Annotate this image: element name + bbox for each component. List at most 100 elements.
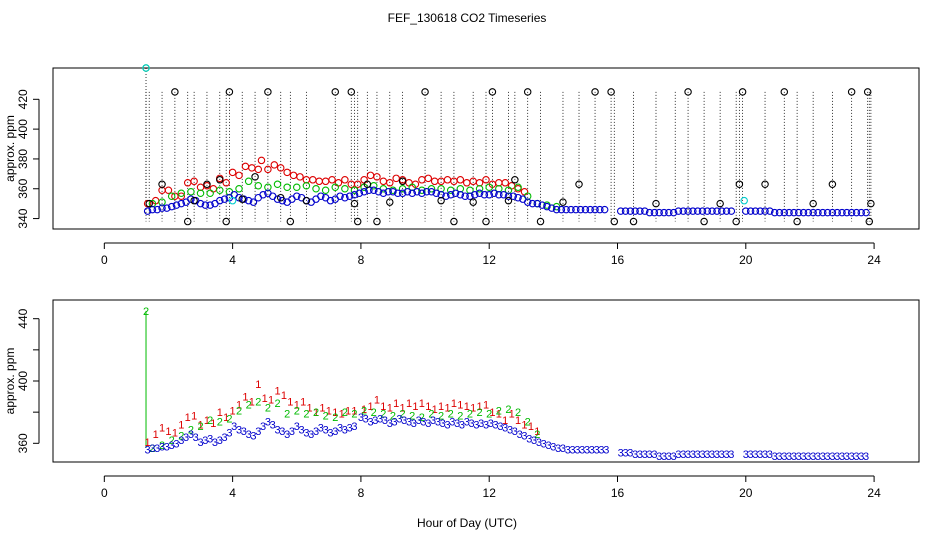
- point-green: [485, 183, 493, 192]
- symbol-3: 3: [270, 420, 276, 432]
- x-tick-label: 20: [739, 253, 753, 267]
- symbol-3: 3: [858, 451, 864, 463]
- point-red: [456, 176, 465, 184]
- symbol-3: 3: [603, 445, 609, 457]
- point-blue: [746, 207, 755, 215]
- symbol-1: 1: [380, 401, 386, 413]
- symbol-3: 3: [772, 451, 778, 463]
- symbol-2: 2: [351, 409, 357, 421]
- point-blue: [576, 205, 585, 214]
- point-blue: [616, 207, 625, 215]
- symbol-3: 3: [193, 432, 199, 444]
- symbol-3: 3: [454, 418, 460, 430]
- point-black: [629, 217, 638, 226]
- symbol-3: 3: [825, 451, 831, 463]
- symbol-1: 1: [268, 395, 274, 407]
- point-blue: [775, 208, 784, 217]
- symbol-3: 3: [714, 449, 720, 461]
- symbol-3: 3: [545, 440, 551, 452]
- point-black: [575, 180, 583, 189]
- point-blue: [528, 199, 537, 208]
- symbol-2: 2: [303, 409, 309, 421]
- symbol-3: 3: [279, 426, 285, 438]
- symbol-2: 2: [505, 404, 511, 416]
- symbol-3: 3: [337, 423, 343, 435]
- point-black: [523, 88, 532, 96]
- symbol-3: 3: [265, 417, 271, 429]
- symbol-3: 3: [363, 413, 369, 425]
- point-black: [610, 217, 619, 226]
- symbol-3: 3: [440, 418, 446, 430]
- symbol-3: 3: [800, 451, 806, 463]
- symbol-1: 1: [145, 437, 151, 449]
- point-blue: [350, 190, 359, 199]
- symbol-1: 1: [502, 415, 508, 427]
- point-black: [591, 88, 599, 96]
- point-green: [283, 183, 291, 192]
- symbol-3: 3: [666, 451, 672, 463]
- symbol-1: 1: [457, 399, 463, 411]
- symbol-1: 1: [515, 415, 521, 427]
- symbol-3: 3: [853, 451, 859, 463]
- point-blue: [249, 198, 258, 206]
- symbol-3: 3: [502, 423, 508, 435]
- point-black: [286, 217, 295, 226]
- y-axis-label: approx. ppm: [3, 115, 17, 182]
- point-blue: [660, 208, 668, 217]
- point-blue: [751, 207, 760, 215]
- point-blue: [317, 192, 325, 200]
- point-blue: [655, 208, 663, 217]
- point-blue: [216, 196, 224, 205]
- point-black: [145, 199, 153, 208]
- point-blue: [514, 193, 522, 202]
- symbol-3: 3: [541, 438, 547, 450]
- point-blue: [862, 208, 870, 217]
- point-blue: [838, 208, 846, 217]
- point-green: [293, 183, 301, 192]
- point-blue: [538, 201, 546, 209]
- symbol-3: 3: [656, 451, 662, 463]
- symbol-3: 3: [377, 413, 383, 425]
- point-green: [167, 192, 176, 200]
- symbol-3: 3: [274, 424, 280, 436]
- point-red: [283, 168, 291, 177]
- symbol-1: 1: [483, 399, 489, 411]
- point-black: [732, 217, 740, 226]
- symbol-3: 3: [594, 445, 600, 457]
- symbol-3: 3: [188, 429, 194, 441]
- symbol-3: 3: [584, 445, 590, 457]
- symbol-2: 2: [428, 409, 434, 421]
- symbol-3: 3: [574, 445, 580, 457]
- symbol-3: 3: [776, 451, 782, 463]
- point-black: [847, 88, 856, 96]
- symbol-3: 3: [810, 451, 816, 463]
- point-green: [177, 189, 186, 197]
- symbol-3: 3: [231, 421, 237, 433]
- symbol-2: 2: [284, 409, 290, 421]
- symbol-1: 1: [172, 427, 178, 439]
- point-green: [312, 185, 320, 193]
- point-black: [482, 217, 490, 226]
- symbol-3: 3: [748, 449, 754, 461]
- symbol-3: 3: [299, 424, 305, 436]
- symbol-3: 3: [303, 427, 309, 439]
- point-red: [222, 179, 230, 187]
- symbol-2: 2: [255, 396, 261, 408]
- symbol-3: 3: [695, 449, 701, 461]
- point-blue: [722, 207, 731, 215]
- point-blue: [418, 189, 426, 197]
- symbol-3: 3: [308, 429, 314, 441]
- symbol-1: 1: [464, 401, 470, 413]
- symbol-3: 3: [178, 435, 184, 447]
- point-blue: [442, 192, 450, 200]
- symbol-3: 3: [521, 431, 527, 443]
- point-blue: [785, 208, 793, 217]
- symbol-1: 1: [255, 379, 261, 391]
- point-black: [251, 173, 259, 181]
- point-black: [398, 177, 407, 186]
- point-black: [793, 217, 801, 226]
- symbol-2: 2: [294, 406, 300, 418]
- point-blue: [379, 189, 388, 197]
